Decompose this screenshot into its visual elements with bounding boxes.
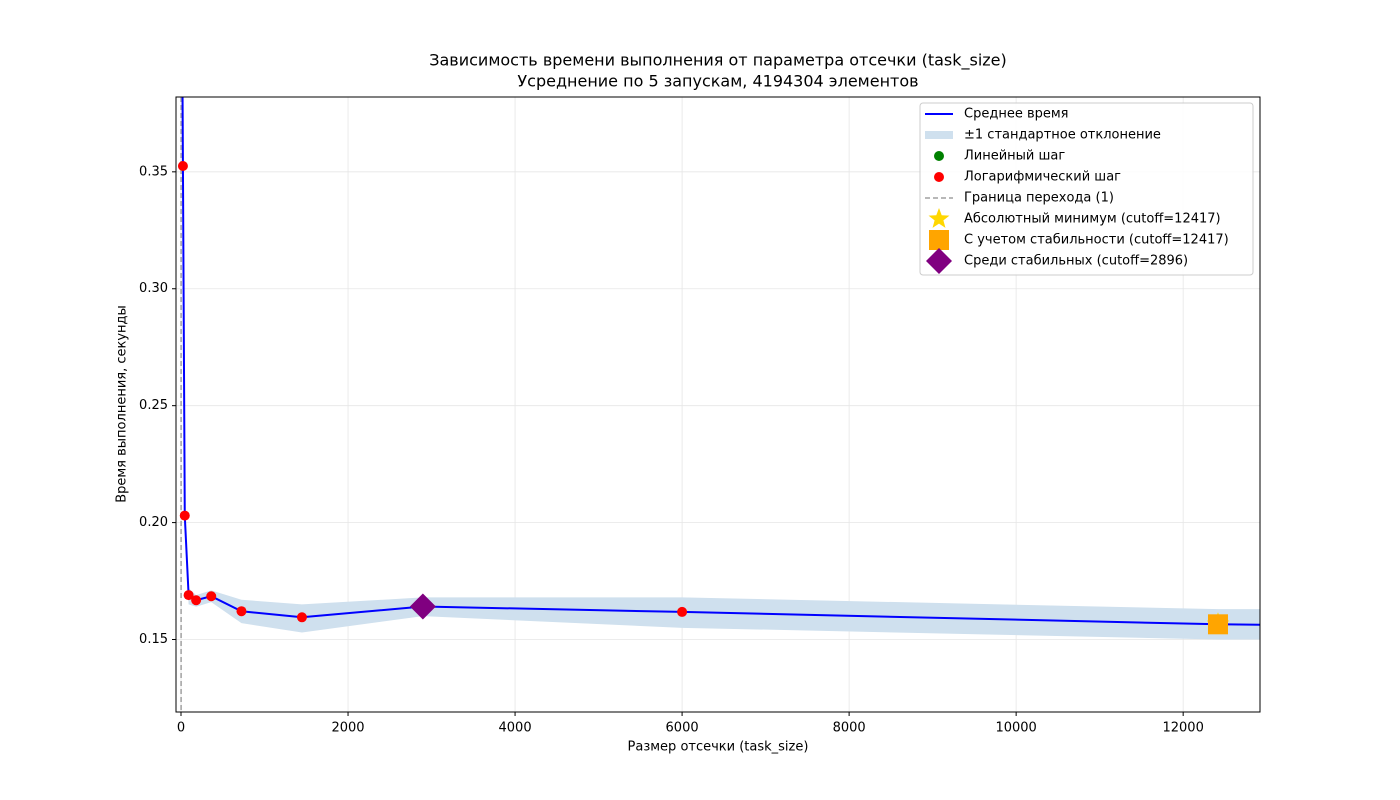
log-points [183, 590, 194, 601]
legend-label: ±1 стандартное отклонение [964, 128, 1161, 143]
legend-box [919, 102, 1254, 276]
legend-entry: Среднее время [925, 107, 1068, 122]
plot-area [177, 97, 1260, 712]
axes-frame [175, 96, 1261, 713]
legend-label: Линейный шаг [964, 149, 1065, 164]
x-tick-label: 10000 [995, 721, 1036, 736]
legend-entry: Граница перехода (1) [925, 191, 1114, 206]
legend-entry: Среди стабильных (cutoff=2896) [926, 248, 1188, 274]
log-points [177, 160, 188, 171]
legend-label: Логарифмический шаг [964, 170, 1121, 185]
square-marker [929, 230, 949, 250]
mean-line [181, 97, 1260, 626]
y-axis-label: Время выполнения, секунды [115, 305, 130, 503]
y-tick-label: 0.30 [139, 281, 168, 296]
chart-title: Зависимость времени выполнения от параме… [429, 51, 1007, 71]
legend-entry: Линейный шаг [934, 149, 1065, 164]
y-tick-label: 0.35 [139, 164, 168, 179]
legend-dot [934, 172, 944, 182]
chart-subtitle: Усреднение по 5 запускам, 4194304 элемен… [517, 72, 918, 91]
legend-band [925, 131, 953, 139]
ticks: 0 2000 4000 6000 8000 10000 12000 0.15 0.20 0.25 0… [139, 164, 1204, 735]
y-tick-label: 0.25 [139, 398, 168, 413]
legend-label: Граница перехода (1) [964, 191, 1114, 206]
legend: Среднее время ±1 стандартное отклонение Ли… [925, 107, 1229, 274]
log-points [236, 606, 247, 617]
diamond-marker [926, 248, 952, 274]
diamond-marker [409, 593, 436, 620]
legend-entry: С учетом стабильности (cutoff=12417) [929, 230, 1229, 250]
legend-entry: ±1 стандартное отклонение [925, 128, 1161, 143]
std-band [182, 97, 1260, 640]
legend-entry: Абсолютный минимум (cutoff=12417) [928, 208, 1221, 228]
log-points [296, 612, 307, 623]
log-points [191, 595, 202, 606]
x-tick-label: 6000 [666, 721, 699, 736]
legend-label: Абсолютный минимум (cutoff=12417) [964, 212, 1221, 227]
legend-label: Среди стабильных (cutoff=2896) [964, 254, 1188, 269]
log-points [206, 591, 217, 602]
x-tick-label: 0 [177, 721, 185, 736]
y-tick-label: 0.15 [139, 632, 168, 647]
log-points [677, 606, 688, 617]
x-tick-label: 8000 [833, 721, 866, 736]
legend-entry: Логарифмический шаг [934, 170, 1121, 185]
x-axis-label: Размер отсечки (task_size) [628, 740, 809, 755]
y-tick-label: 0.20 [139, 515, 168, 530]
star-marker [928, 208, 950, 228]
x-tick-label: 4000 [499, 721, 532, 736]
x-tick-label: 12000 [1162, 721, 1203, 736]
legend-label: С учетом стабильности (cutoff=12417) [964, 233, 1229, 248]
legend-label: Среднее время [964, 107, 1068, 122]
legend-dot [934, 151, 944, 161]
log-points [179, 510, 190, 521]
square-marker [1207, 614, 1228, 635]
x-tick-label: 2000 [331, 721, 364, 736]
